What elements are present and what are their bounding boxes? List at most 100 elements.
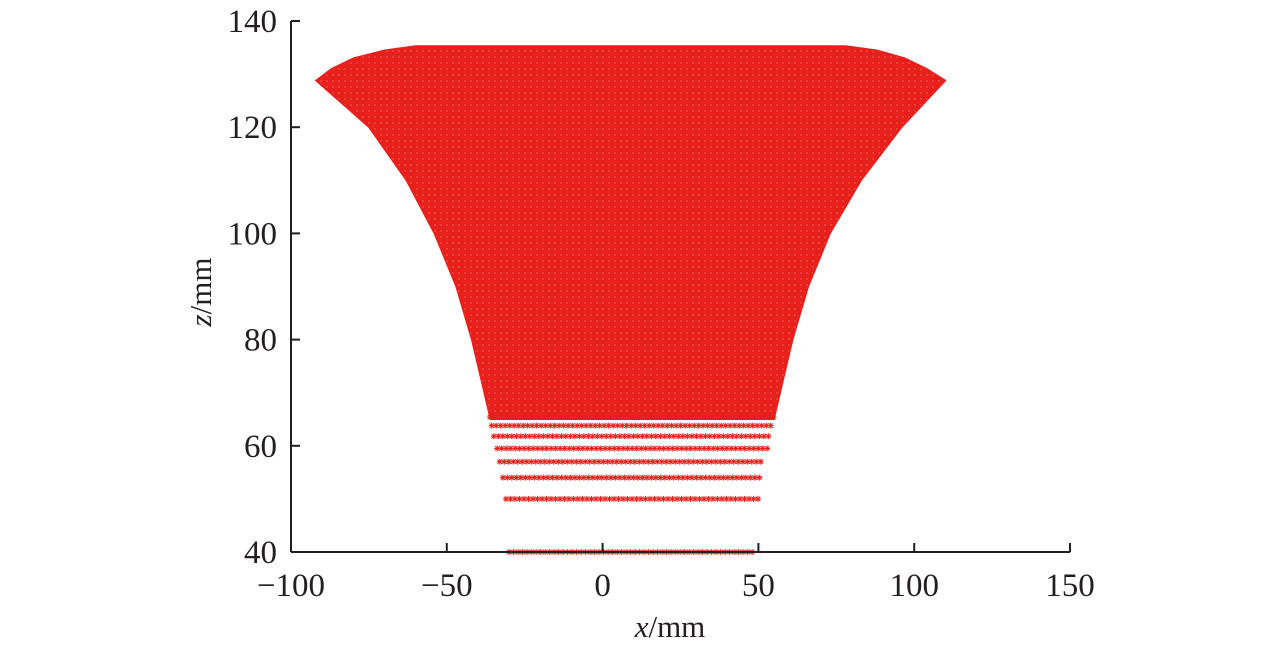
- asterisk-marker: [623, 422, 630, 429]
- asterisk-marker: [700, 422, 707, 429]
- asterisk-marker: [531, 474, 538, 481]
- asterisk-marker: [720, 474, 727, 481]
- asterisk-marker: [612, 433, 619, 440]
- asterisk-marker: [507, 495, 514, 502]
- asterisk-marker: [607, 433, 614, 440]
- asterisk-marker: [686, 422, 693, 429]
- asterisk-marker: [719, 495, 726, 502]
- asterisk-marker: [621, 433, 628, 440]
- asterisk-marker: [687, 495, 694, 502]
- asterisk-marker: [549, 474, 556, 481]
- asterisk-marker: [559, 458, 566, 465]
- asterisk-marker: [743, 414, 750, 421]
- asterisk-marker: [693, 474, 700, 481]
- asterisk-marker: [514, 458, 521, 465]
- asterisk-marker: [654, 458, 661, 465]
- asterisk-marker: [512, 495, 519, 502]
- asterisk-marker: [644, 414, 651, 421]
- asterisk-marker: [552, 445, 559, 452]
- asterisk-marker: [705, 495, 712, 502]
- asterisk-marker: [540, 474, 547, 481]
- asterisk-marker: [697, 433, 704, 440]
- asterisk-marker: [634, 474, 641, 481]
- asterisk-marker: [688, 474, 695, 481]
- asterisk-marker: [660, 495, 667, 502]
- asterisk-marker: [504, 474, 511, 481]
- asterisk-marker: [595, 458, 602, 465]
- asterisk-marker: [633, 495, 640, 502]
- asterisk-marker: [742, 474, 749, 481]
- asterisk-marker: [651, 445, 658, 452]
- asterisk-marker: [748, 458, 755, 465]
- asterisk-marker: [517, 474, 524, 481]
- marker-row: [486, 414, 777, 421]
- asterisk-marker: [503, 495, 510, 502]
- asterisk-marker: [656, 495, 663, 502]
- asterisk-marker: [648, 414, 655, 421]
- asterisk-marker: [615, 495, 622, 502]
- asterisk-marker: [663, 458, 670, 465]
- asterisk-marker: [593, 495, 600, 502]
- asterisk-marker: [738, 433, 745, 440]
- asterisk-marker: [657, 474, 664, 481]
- marker-row: [496, 458, 764, 465]
- asterisk-marker: [546, 458, 553, 465]
- asterisk-marker: [694, 458, 701, 465]
- asterisk-marker: [713, 422, 720, 429]
- asterisk-marker: [557, 495, 564, 502]
- asterisk-marker: [737, 445, 744, 452]
- asterisk-marker: [607, 474, 614, 481]
- asterisk-marker: [693, 433, 700, 440]
- asterisk-marker: [662, 414, 669, 421]
- asterisk-marker: [515, 422, 522, 429]
- asterisk-marker: [502, 422, 509, 429]
- asterisk-marker: [725, 414, 732, 421]
- asterisk-marker: [579, 495, 586, 502]
- asterisk-marker: [707, 414, 714, 421]
- asterisk-marker: [509, 414, 516, 421]
- asterisk-marker: [544, 474, 551, 481]
- asterisk-marker: [643, 474, 650, 481]
- asterisk-marker: [720, 433, 727, 440]
- asterisk-marker: [579, 445, 586, 452]
- asterisk-marker: [618, 458, 625, 465]
- asterisk-marker: [572, 414, 579, 421]
- asterisk-marker: [499, 433, 506, 440]
- y-axis-label-unit: /mm: [183, 258, 218, 315]
- asterisk-marker: [661, 433, 668, 440]
- asterisk-marker: [554, 414, 561, 421]
- asterisk-marker: [510, 458, 517, 465]
- asterisk-marker: [751, 433, 758, 440]
- asterisk-marker: [543, 445, 550, 452]
- asterisk-marker: [679, 433, 686, 440]
- asterisk-marker: [631, 458, 638, 465]
- asterisk-marker: [675, 474, 682, 481]
- asterisk-marker: [575, 495, 582, 502]
- asterisk-marker: [754, 422, 761, 429]
- asterisk-marker: [711, 474, 718, 481]
- asterisk-marker: [688, 433, 695, 440]
- marker-row: [494, 445, 771, 452]
- asterisk-marker: [652, 433, 659, 440]
- asterisk-marker: [611, 495, 618, 502]
- asterisk-marker: [562, 433, 569, 440]
- asterisk-marker: [527, 414, 534, 421]
- asterisk-marker: [692, 445, 699, 452]
- y-axis-ticks: 40 60 80 100 120 140: [228, 4, 300, 571]
- asterisk-marker: [504, 414, 511, 421]
- y-tick-label: 40: [244, 535, 277, 571]
- asterisk-marker: [636, 458, 643, 465]
- asterisk-marker: [625, 433, 632, 440]
- asterisk-marker: [616, 433, 623, 440]
- asterisk-marker: [679, 474, 686, 481]
- asterisk-marker: [639, 474, 646, 481]
- asterisk-marker: [729, 414, 736, 421]
- asterisk-marker: [495, 433, 502, 440]
- asterisk-marker: [736, 422, 743, 429]
- asterisk-marker: [564, 458, 571, 465]
- asterisk-marker: [522, 474, 529, 481]
- marker-rows: [486, 414, 777, 555]
- x-tick-label: −50: [421, 568, 473, 604]
- asterisk-marker: [488, 422, 495, 429]
- asterisk-marker: [674, 495, 681, 502]
